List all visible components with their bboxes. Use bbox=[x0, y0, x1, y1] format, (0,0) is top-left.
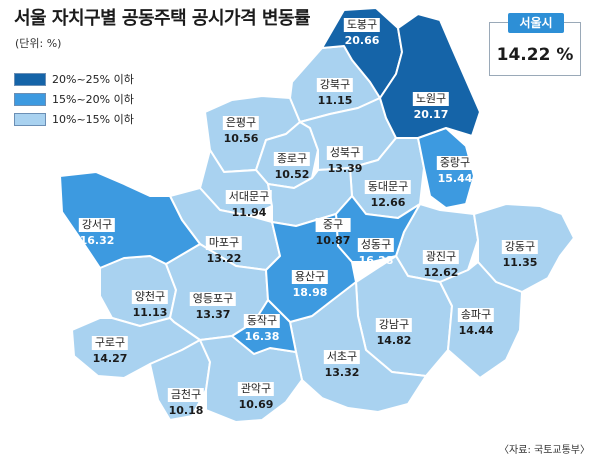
district-name: 강서구 bbox=[78, 218, 116, 232]
label-mapo: 마포구 13.22 bbox=[205, 236, 243, 266]
district-name: 강남구 bbox=[375, 318, 413, 332]
district-name: 성북구 bbox=[326, 146, 364, 160]
legend-item-high: 20%~25% 이하 bbox=[14, 70, 134, 88]
district-value: 10.18 bbox=[168, 403, 204, 417]
label-yongsan: 용산구 18.98 bbox=[291, 270, 329, 300]
district-value: 11.15 bbox=[317, 93, 353, 107]
district-value: 16.32 bbox=[79, 233, 115, 247]
district-name: 관악구 bbox=[237, 382, 275, 396]
district-name: 서대문구 bbox=[225, 190, 273, 204]
label-dongjak: 동작구 16.38 bbox=[243, 314, 281, 344]
district-value: 14.44 bbox=[458, 323, 494, 337]
district-value: 13.37 bbox=[195, 307, 231, 321]
label-dongdaemun: 동대문구 12.66 bbox=[364, 180, 412, 210]
district-name: 동작구 bbox=[243, 314, 281, 328]
legend-label-low: 10%~15% 이하 bbox=[52, 113, 134, 126]
district-name: 서초구 bbox=[323, 350, 361, 364]
district-value: 10.56 bbox=[223, 131, 259, 145]
district-value: 20.17 bbox=[413, 107, 449, 121]
district-value: 10.52 bbox=[274, 167, 310, 181]
legend-swatch-low bbox=[14, 112, 46, 126]
district-value: 11.13 bbox=[132, 305, 168, 319]
district-name: 용산구 bbox=[291, 270, 329, 284]
legend-item-low: 10%~15% 이하 bbox=[14, 110, 134, 128]
district-name: 은평구 bbox=[222, 116, 260, 130]
district-value: 10.69 bbox=[238, 397, 274, 411]
label-jongno: 종로구 10.52 bbox=[273, 152, 311, 182]
label-gangdong: 강동구 11.35 bbox=[501, 240, 539, 270]
label-gwangjin: 광진구 12.62 bbox=[422, 250, 460, 280]
district-yongsan bbox=[265, 213, 357, 323]
seoul-average-value: 14.22 % bbox=[496, 45, 574, 65]
label-songpa: 송파구 14.44 bbox=[457, 308, 495, 338]
legend-label-high: 20%~25% 이하 bbox=[52, 73, 134, 86]
district-name: 강동구 bbox=[501, 240, 539, 254]
label-gwanak: 관악구 10.69 bbox=[237, 382, 275, 412]
district-name: 금천구 bbox=[167, 388, 205, 402]
district-value: 13.39 bbox=[327, 161, 363, 175]
district-name: 강북구 bbox=[316, 78, 354, 92]
district-gangseo bbox=[59, 171, 201, 269]
district-value: 12.62 bbox=[423, 265, 459, 279]
source-note: 〈자료: 국토교통부〉 bbox=[499, 445, 590, 456]
legend-swatch-medium bbox=[14, 92, 46, 106]
label-gangnam: 강남구 14.82 bbox=[375, 318, 413, 348]
legend-swatch-high bbox=[14, 72, 46, 86]
district-name: 영등포구 bbox=[189, 292, 237, 306]
label-geumcheon: 금천구 10.18 bbox=[167, 388, 205, 418]
legend: 20%~25% 이하 15%~20% 이하 10%~15% 이하 bbox=[14, 70, 134, 130]
label-gangbuk: 강북구 11.15 bbox=[316, 78, 354, 108]
district-name: 종로구 bbox=[273, 152, 311, 166]
district-name: 동대문구 bbox=[364, 180, 412, 194]
district-value: 11.35 bbox=[502, 255, 538, 269]
label-jungnang: 중랑구 15.44 bbox=[436, 156, 474, 186]
district-name: 도봉구 bbox=[343, 18, 381, 32]
map-title: 서울 자치구별 공동주택 공시가격 변동률 bbox=[14, 8, 311, 29]
district-name: 중구 bbox=[315, 218, 351, 232]
district-value: 12.66 bbox=[370, 195, 406, 209]
unit-label: (단위: %) bbox=[15, 37, 62, 50]
label-nowon: 노원구 20.17 bbox=[412, 92, 450, 122]
district-name: 노원구 bbox=[412, 92, 450, 106]
district-value: 20.66 bbox=[344, 33, 380, 47]
seoul-average-box: 서울시 14.22 % bbox=[489, 13, 581, 76]
label-seodaemun: 서대문구 11.94 bbox=[225, 190, 273, 220]
district-value: 10.87 bbox=[315, 233, 351, 247]
district-value: 16.38 bbox=[244, 329, 280, 343]
label-seongbuk: 성북구 13.39 bbox=[326, 146, 364, 176]
label-eunpyeong: 은평구 10.56 bbox=[222, 116, 260, 146]
label-yeongdeungpo: 영등포구 13.37 bbox=[189, 292, 237, 322]
legend-label-medium: 15%~20% 이하 bbox=[52, 93, 134, 106]
label-yangcheon: 양천구 11.13 bbox=[131, 290, 169, 320]
district-value: 14.82 bbox=[376, 333, 412, 347]
district-value: 13.22 bbox=[206, 251, 242, 265]
district-name: 중랑구 bbox=[436, 156, 474, 170]
label-gangseo: 강서구 16.32 bbox=[78, 218, 116, 248]
seoul-average-label: 서울시 bbox=[508, 13, 564, 33]
district-name: 송파구 bbox=[457, 308, 495, 322]
district-name: 구로구 bbox=[91, 336, 129, 350]
label-dobong: 도봉구 20.66 bbox=[343, 18, 381, 48]
district-value: 15.44 bbox=[437, 171, 473, 185]
legend-item-medium: 15%~20% 이하 bbox=[14, 90, 134, 108]
district-name: 성동구 bbox=[357, 238, 395, 252]
district-name: 양천구 bbox=[131, 290, 169, 304]
label-seocho: 서초구 13.32 bbox=[323, 350, 361, 380]
district-value: 13.32 bbox=[324, 365, 360, 379]
district-value: 14.27 bbox=[92, 351, 128, 365]
label-guro: 구로구 14.27 bbox=[91, 336, 129, 366]
district-value: 11.94 bbox=[231, 205, 267, 219]
district-name: 마포구 bbox=[205, 236, 243, 250]
district-value: 18.98 bbox=[292, 285, 328, 299]
label-junggu: 중구 10.87 bbox=[315, 218, 351, 248]
district-nowon bbox=[379, 13, 481, 139]
district-name: 광진구 bbox=[422, 250, 460, 264]
district-value: 16.28 bbox=[358, 253, 394, 267]
label-seongdong: 성동구 16.28 bbox=[357, 238, 395, 268]
